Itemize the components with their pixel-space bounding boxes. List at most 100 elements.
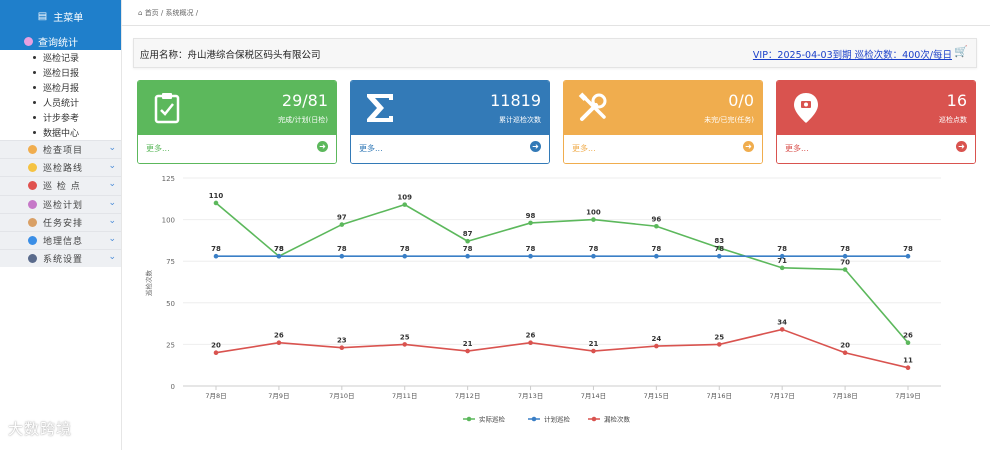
data-label: 78 bbox=[274, 245, 284, 253]
data-label: 100 bbox=[586, 209, 601, 217]
sidebar-item[interactable]: 任务安排 ⌄ bbox=[0, 212, 121, 231]
watermark: 大数跨境 bbox=[8, 418, 72, 439]
watermark-text: 大数跨境 bbox=[8, 420, 73, 438]
data-label: 78 bbox=[903, 245, 913, 253]
sidebar-item[interactable]: 检查项目 ⌄ bbox=[0, 140, 121, 159]
data-label: 78 bbox=[526, 245, 536, 253]
sidebar-item-label: 查询统计 bbox=[38, 38, 78, 49]
data-point bbox=[905, 253, 911, 259]
menu-item-icon bbox=[28, 163, 37, 173]
data-label: 98 bbox=[526, 212, 536, 220]
sidebar-item-label: 地理信息 bbox=[43, 237, 84, 248]
sidebar-subitem[interactable]: 计步参考 bbox=[0, 110, 121, 125]
bullet-icon bbox=[33, 131, 36, 134]
x-tick-label: 7月8日 bbox=[205, 392, 226, 400]
data-label: 78 bbox=[589, 245, 599, 253]
data-point bbox=[339, 345, 345, 351]
x-tick-label: 7月16日 bbox=[707, 392, 732, 400]
data-label: 78 bbox=[840, 245, 850, 253]
clipboard-check-icon bbox=[150, 91, 184, 125]
stat-card-footer[interactable]: 更多... ➜ bbox=[564, 135, 762, 163]
arrow-right-icon[interactable]: ➜ bbox=[743, 141, 754, 152]
sidebar-item-query-stats[interactable]: 查询统计 bbox=[0, 33, 121, 50]
data-point bbox=[716, 253, 722, 259]
sidebar-subitem[interactable]: 数据中心 bbox=[0, 125, 121, 140]
x-tick-label: 7月17日 bbox=[769, 392, 794, 400]
stat-card-desc: 未完/已完(任务) bbox=[704, 116, 754, 124]
data-point bbox=[779, 265, 785, 271]
stat-card: 11819 累计巡检次数 更多... ➜ bbox=[350, 80, 550, 164]
sidebar-item[interactable]: 地理信息 ⌄ bbox=[0, 230, 121, 250]
data-point bbox=[654, 343, 659, 349]
sidebar-item-label: 检查项目 bbox=[43, 146, 84, 157]
data-label: 25 bbox=[400, 333, 410, 341]
data-label: 83 bbox=[714, 237, 724, 245]
sidebar-item[interactable]: 巡 检 点 ⌄ bbox=[0, 176, 121, 195]
data-point bbox=[528, 340, 533, 346]
sidebar-subitem-label: 巡检记录 bbox=[43, 54, 80, 64]
data-point bbox=[779, 327, 785, 332]
menu-item-icon bbox=[28, 254, 37, 264]
cart-icon[interactable]: 🛒 bbox=[954, 45, 968, 58]
stat-card-value: 11819 bbox=[490, 91, 541, 110]
chevron-down-icon: ⌄ bbox=[108, 215, 116, 226]
sidebar-subitem[interactable]: 巡检记录 bbox=[0, 50, 121, 65]
sidebar-item-label: 巡 检 点 bbox=[43, 182, 81, 193]
data-point bbox=[213, 200, 219, 206]
data-point bbox=[842, 350, 848, 356]
more-link[interactable]: 更多... bbox=[572, 144, 596, 153]
data-label: 26 bbox=[903, 332, 913, 340]
map-pin-icon bbox=[789, 91, 823, 125]
data-point bbox=[654, 253, 659, 259]
bullet-icon bbox=[33, 101, 36, 104]
series-line bbox=[215, 202, 909, 344]
data-point bbox=[465, 348, 470, 354]
legend-marker bbox=[466, 416, 472, 422]
stat-card-value: 29/81 bbox=[281, 91, 328, 110]
x-tick-label: 7月12日 bbox=[455, 392, 480, 400]
chevron-down-icon: ⌄ bbox=[108, 233, 116, 244]
chevron-down-icon: ⌄ bbox=[108, 179, 116, 190]
stat-card-footer[interactable]: 更多... ➜ bbox=[777, 135, 975, 163]
home-icon: ⌂ bbox=[138, 9, 143, 17]
more-link[interactable]: 更多... bbox=[359, 144, 383, 153]
data-label: 78 bbox=[463, 245, 473, 253]
chevron-down-icon: ⌄ bbox=[108, 161, 116, 172]
data-label: 110 bbox=[209, 192, 224, 200]
arrow-right-icon[interactable]: ➜ bbox=[530, 141, 541, 152]
chevron-down-icon: ⌄ bbox=[108, 143, 116, 153]
stat-card-value: 0/0 bbox=[728, 91, 754, 110]
stat-card-header: 29/81 完成/计划(日检) bbox=[138, 81, 336, 135]
stat-card-footer[interactable]: 更多... ➜ bbox=[138, 135, 336, 163]
data-label: 87 bbox=[463, 230, 473, 238]
breadcrumb-home[interactable]: 首页 bbox=[144, 9, 159, 17]
vip-link[interactable]: VIP：2025-04-03到期 巡检次数：400次/每日 bbox=[752, 50, 952, 61]
arrow-right-icon[interactable]: ➜ bbox=[317, 141, 328, 152]
data-label: 78 bbox=[777, 245, 787, 253]
data-point bbox=[591, 217, 596, 222]
arrow-right-icon[interactable]: ➜ bbox=[956, 141, 967, 152]
y-axis-label: 巡检次数 bbox=[144, 270, 153, 297]
sidebar-subitem[interactable]: 巡检日报 bbox=[0, 65, 121, 80]
menu-item-icon bbox=[28, 181, 37, 191]
data-label: 11 bbox=[903, 357, 913, 365]
y-tick-label: 25 bbox=[166, 341, 175, 349]
chevron-down-icon: ⌄ bbox=[108, 252, 116, 263]
x-tick-label: 7月19日 bbox=[895, 392, 920, 400]
more-link[interactable]: 更多... bbox=[146, 144, 170, 153]
stat-card-desc: 巡检点数 bbox=[939, 116, 967, 124]
sidebar-title[interactable]: ▤ 主菜单 bbox=[0, 0, 121, 33]
sidebar-item-label: 巡检计划 bbox=[43, 200, 84, 211]
sidebar-item[interactable]: 巡检路线 ⌄ bbox=[0, 158, 121, 177]
sidebar-subitem[interactable]: 巡检月报 bbox=[0, 80, 121, 95]
breadcrumb-separator: / bbox=[160, 9, 166, 17]
sidebar-item[interactable]: 巡检计划 ⌄ bbox=[0, 194, 121, 213]
data-label: 20 bbox=[211, 342, 221, 350]
sidebar-subitem[interactable]: 人员统计 bbox=[0, 95, 121, 110]
data-label: 21 bbox=[589, 340, 599, 348]
stat-card-header: 16 巡检点数 bbox=[777, 81, 975, 135]
stat-card-footer[interactable]: 更多... ➜ bbox=[351, 135, 549, 163]
sidebar-item[interactable]: 系统设置 ⌄ bbox=[0, 249, 121, 268]
more-link[interactable]: 更多... bbox=[785, 144, 809, 153]
sidebar-title-label: 主菜单 bbox=[53, 13, 84, 24]
